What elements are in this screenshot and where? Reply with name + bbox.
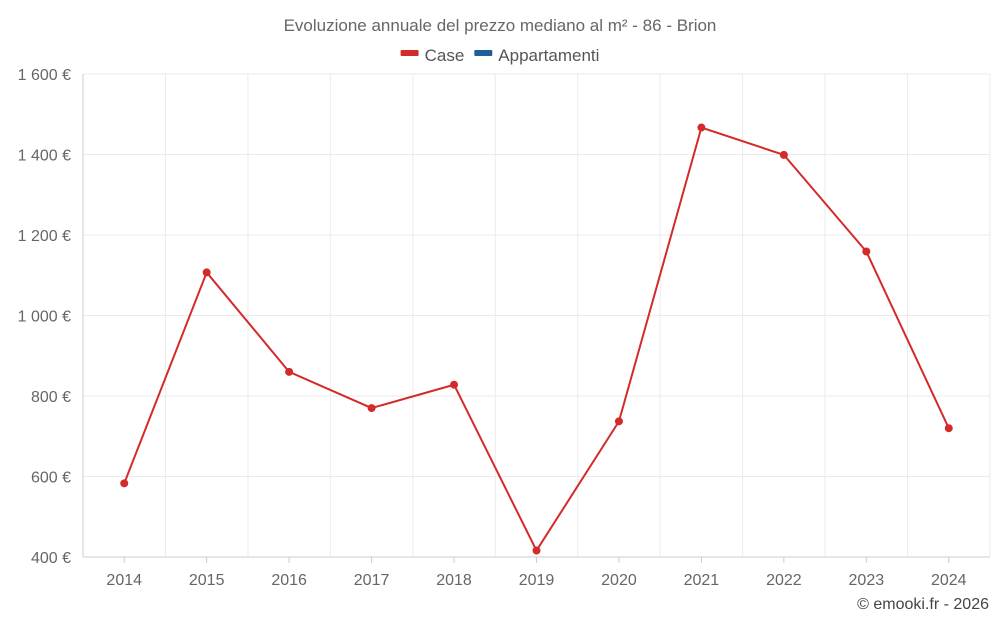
y-tick-label: 1 400 € (18, 148, 71, 165)
y-tick-label: 600 € (31, 470, 71, 487)
x-tick-label: 2023 (849, 572, 885, 589)
legend-item-case[interactable]: Case (400, 46, 465, 65)
x-tick-label: 2015 (189, 572, 225, 589)
axes: 400 € 600 € 800 € 1 000 € 1 200 € 1 400 € 1 60… (18, 67, 990, 589)
data-point[interactable] (697, 123, 706, 132)
grid (82, 73, 991, 557)
x-tick-label: 2018 (436, 572, 472, 589)
x-tick-label: 2020 (601, 572, 637, 589)
data-point[interactable] (614, 417, 623, 426)
y-tick-label: 800 € (31, 389, 71, 406)
data-point[interactable] (532, 546, 541, 555)
legend-item-appartamenti[interactable]: Appartamenti (474, 46, 599, 65)
x-tick-label: 2024 (931, 572, 967, 589)
y-tick-label: 1 200 € (18, 228, 71, 245)
data-point[interactable] (202, 268, 211, 277)
series-layer (120, 123, 953, 555)
x-tick-label: 2022 (766, 572, 802, 589)
legend-swatch (474, 50, 493, 56)
legend: Case Appartamenti (400, 46, 599, 65)
legend-label: Case (425, 46, 465, 65)
data-point[interactable] (779, 150, 788, 159)
y-tick-label: 1 000 € (18, 309, 71, 326)
data-point[interactable] (120, 479, 129, 488)
y-tick-label: 400 € (31, 550, 71, 567)
data-point[interactable] (450, 380, 459, 389)
data-point[interactable] (367, 404, 376, 413)
credit-text: © emooki.fr - 2026 (857, 596, 989, 613)
data-point[interactable] (944, 424, 953, 433)
x-tick-label: 2019 (519, 572, 555, 589)
data-point[interactable] (285, 367, 294, 376)
x-tick-label: 2021 (684, 572, 720, 589)
y-tick-label: 1 600 € (18, 67, 71, 84)
x-tick-label: 2016 (271, 572, 307, 589)
x-tick-label: 2014 (106, 572, 142, 589)
chart-title: Evoluzione annuale del prezzo mediano al… (284, 16, 717, 35)
legend-swatch (400, 50, 419, 56)
data-point[interactable] (862, 247, 871, 256)
x-tick-label: 2017 (354, 572, 390, 589)
legend-label: Appartamenti (498, 46, 599, 65)
